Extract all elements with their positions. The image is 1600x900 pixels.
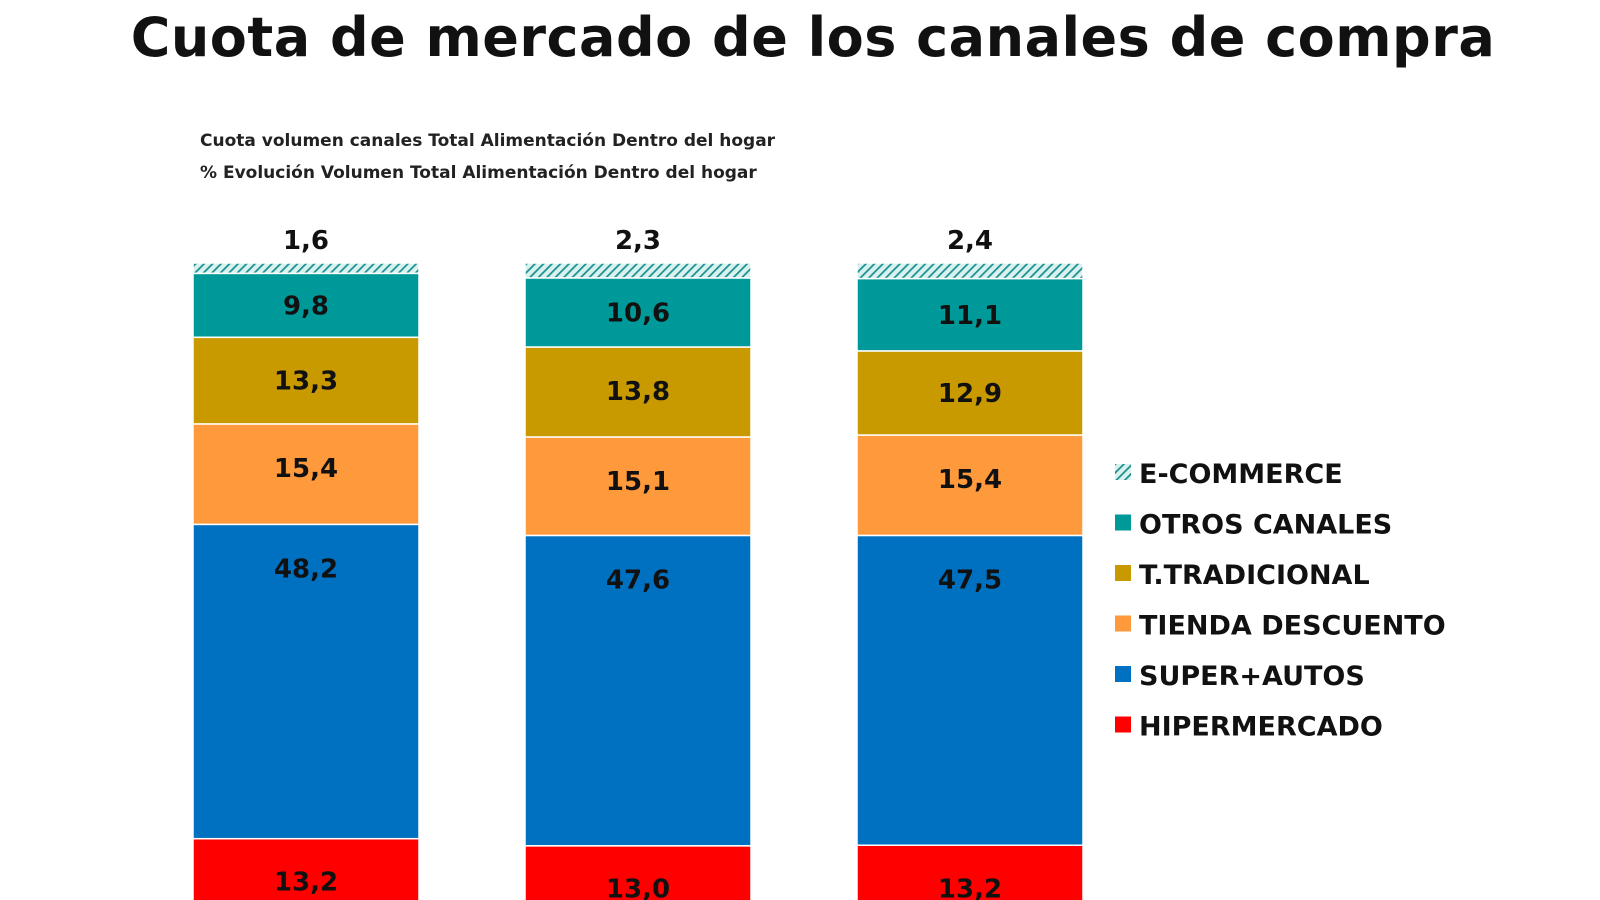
data-label-e-commerce-1: 1,6 (283, 226, 329, 256)
data-label-t-tradicional-1: 13,3 (274, 367, 338, 397)
data-label-otros-canales-2: 10,6 (606, 299, 670, 329)
data-label-t-tradicional-2: 13,8 (606, 377, 670, 407)
bar-segment-hipermercado-3 (856, 844, 1084, 900)
bar-segment-super-autos-3 (856, 534, 1084, 846)
bar-segment-hipermercado-1 (192, 837, 420, 900)
bar-segment-tienda-descuento-2 (524, 436, 752, 537)
legend-swatch-hipermercado (1115, 716, 1131, 733)
data-label-hipermercado-3: 13,2 (938, 874, 1002, 900)
legend-swatch-e-commerce (1115, 464, 1131, 480)
data-label-super-autos-2: 47,6 (606, 566, 670, 596)
bar-segment-e-commerce-1 (192, 262, 420, 275)
bar-segment-e-commerce-3 (856, 262, 1084, 280)
bar-segment-otros-canales-2 (524, 277, 752, 348)
data-label-tienda-descuento-1: 15,4 (274, 454, 338, 484)
data-label-super-autos-1: 48,2 (274, 554, 338, 584)
bar-segment-t-tradicional-3 (856, 350, 1084, 436)
legend-swatch-super-autos (1115, 666, 1131, 682)
legend: E-COMMERCE OTROS CANALES T.TRADICIONAL TIEN… (1115, 459, 1446, 743)
chart-title: Cuota de mercado de los canales de compr… (130, 6, 1496, 69)
bar-segment-tienda-descuento-1 (192, 423, 420, 526)
bar-segment-otros-canales-3 (856, 277, 1084, 352)
legend-label-tienda-descuento: TIENDA DESCUENTO (1139, 611, 1446, 642)
legend-swatch-tienda-descuento (1115, 615, 1131, 632)
bar-segment-super-autos-1 (192, 523, 420, 840)
bar-segment-e-commerce-2 (524, 262, 752, 279)
data-label-hipermercado-1: 13,2 (274, 868, 338, 898)
bars-group: 1,6 9,8 13,3 15,4 48,2 13,2 2,3 10,6 13,8 15,1 47,… (192, 226, 1084, 900)
legend-swatch-t-tradicional (1115, 565, 1131, 581)
chart-subtitle-evolution: % Evolución Volumen Total Alimentación D… (200, 163, 757, 183)
bar-segment-tienda-descuento-3 (856, 434, 1084, 537)
data-label-hipermercado-2: 13,0 (606, 874, 670, 900)
data-label-t-tradicional-3: 12,9 (938, 379, 1002, 409)
chart-subtitle-share: Cuota volumen canales Total Alimentación… (200, 131, 776, 151)
data-label-super-autos-3: 47,5 (938, 566, 1002, 596)
legend-label-otros-canales: OTROS CANALES (1139, 510, 1392, 541)
bar-segment-t-tradicional-2 (524, 346, 752, 438)
data-label-e-commerce-2: 2,3 (615, 226, 661, 256)
data-label-tienda-descuento-2: 15,1 (606, 467, 670, 497)
data-label-e-commerce-3: 2,4 (947, 226, 993, 256)
bar-segment-t-tradicional-1 (192, 336, 420, 425)
legend-label-hipermercado: HIPERMERCADO (1139, 712, 1383, 743)
bar-segment-otros-canales-1 (192, 272, 420, 339)
legend-label-t-tradicional: T.TRADICIONAL (1139, 560, 1370, 591)
data-label-otros-canales-1: 9,8 (283, 291, 329, 321)
bar-segment-hipermercado-2 (524, 845, 752, 900)
data-label-otros-canales-3: 11,1 (938, 301, 1002, 331)
legend-swatch-otros-canales (1115, 514, 1131, 531)
data-label-tienda-descuento-3: 15,4 (938, 465, 1002, 495)
legend-label-super-autos: SUPER+AUTOS (1139, 661, 1365, 692)
legend-label-e-commerce: E-COMMERCE (1139, 459, 1343, 490)
